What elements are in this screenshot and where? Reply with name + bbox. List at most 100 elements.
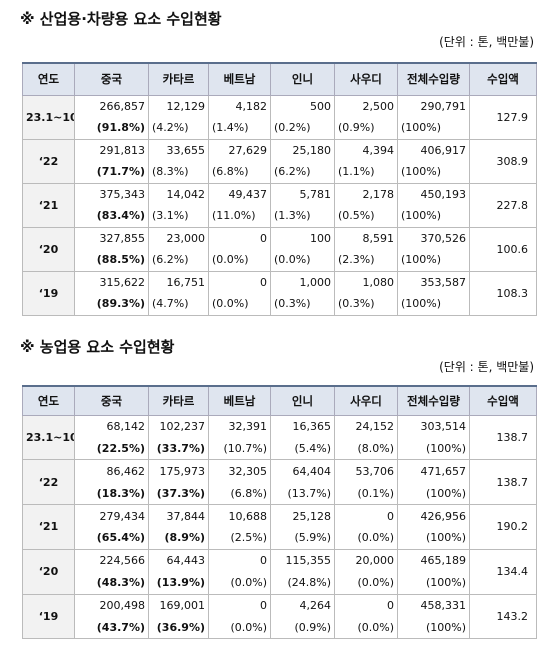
share-cell: (2.3%) xyxy=(334,249,398,272)
share-cell: (8.3%) xyxy=(148,161,209,184)
header-cell: 인니 xyxy=(270,385,335,416)
share-cell: (0.3%) xyxy=(334,293,398,316)
unit: (단위 : 톤, 백만불) xyxy=(439,360,534,374)
amount-cell: 138.7 xyxy=(469,459,537,506)
share-cell: (100%) xyxy=(397,616,470,640)
share-cell: (100%) xyxy=(397,482,470,506)
value-cell: 4,264 xyxy=(270,594,335,617)
value-cell: 0 xyxy=(208,549,271,572)
share-row: (43.7%) (36.9%) (0.0%) (0.9%) (0.0%) (100%) xyxy=(23,616,537,640)
header-cell: 베트남 xyxy=(208,385,271,416)
share-cell: (2.5%) xyxy=(208,526,271,550)
share-cell: (37.3%) xyxy=(148,482,209,506)
value-cell: 100 xyxy=(270,227,335,249)
share-cell: (0.5%) xyxy=(334,205,398,228)
data-row: ‘19 315,622 16,751 0 1,000 1,080 353,587 108.3 xyxy=(22,271,537,316)
header-cell: 수입액 xyxy=(469,385,537,416)
share-cell: (89.3%) xyxy=(74,293,149,316)
value-cell: 375,343 xyxy=(74,183,149,205)
value-cell: 471,657 xyxy=(397,459,470,483)
data-row: ‘19 200,498 169,001 0 4,264 0 458,331 143.2 xyxy=(22,594,537,640)
header-cell: 중국 xyxy=(74,62,149,96)
share-cell: (1.3%) xyxy=(270,205,335,228)
share-cell: (100%) xyxy=(397,205,470,228)
share-cell: (8.9%) xyxy=(148,526,209,550)
value-cell: 24,152 xyxy=(334,415,398,438)
share-cell: (0.0%) xyxy=(208,571,271,595)
value-cell: 1,080 xyxy=(334,271,398,293)
share-cell: (0.2%) xyxy=(270,117,335,140)
value-cell: 2,178 xyxy=(334,183,398,205)
share-cell: (3.1%) xyxy=(148,205,209,228)
header-cell: 연도 xyxy=(22,385,75,416)
value-cell: 37,844 xyxy=(148,504,209,527)
share-cell: (1.1%) xyxy=(334,161,398,184)
value-cell: 25,128 xyxy=(270,504,335,527)
share-cell: (0.0%) xyxy=(208,249,271,272)
data-row: 23.1~10 266,857 12,129 4,182 500 2,500 290,791… xyxy=(22,95,537,140)
value-cell: 64,404 xyxy=(270,459,335,483)
data-row: ‘21 279,434 37,844 10,688 25,128 0 426,956 190.… xyxy=(22,504,537,550)
header-cell: 연도 xyxy=(22,62,75,96)
value-cell: 0 xyxy=(334,504,398,527)
value-cell: 0 xyxy=(208,594,271,617)
share-cell: (65.4%) xyxy=(74,526,149,550)
title: ※ 농업용 요소 수입현황 xyxy=(20,338,175,356)
share-cell: (48.3%) xyxy=(74,571,149,595)
share-cell: (100%) xyxy=(397,571,470,595)
year-cell: 23.1~10 xyxy=(22,95,75,140)
value-cell: 12,129 xyxy=(148,95,209,117)
table: 연도 중국 카타르 베트남 인니 사우디 전체수입량 수입액 23.1~10 68,142 102,… xyxy=(22,385,537,640)
amount-cell: 143.2 xyxy=(469,594,537,640)
header-cell: 베트남 xyxy=(208,62,271,96)
header-cell: 중국 xyxy=(74,385,149,416)
share-cell: (22.5%) xyxy=(74,437,149,461)
share-row: (89.3%) (4.7%) (0.0%) (0.3%) (0.3%) (100%) xyxy=(23,293,537,316)
year-cell: ‘20 xyxy=(22,549,75,595)
year-cell: ‘20 xyxy=(22,227,75,272)
year-cell: ‘21 xyxy=(22,504,75,550)
value-cell: 33,655 xyxy=(148,139,209,161)
value-cell: 0 xyxy=(334,594,398,617)
share-cell: (100%) xyxy=(397,437,470,461)
value-cell: 32,305 xyxy=(208,459,271,483)
share-cell: (33.7%) xyxy=(148,437,209,461)
share-cell: (0.3%) xyxy=(270,293,335,316)
share-row: (83.4%) (3.1%) (11.0%) (1.3%) (0.5%) (100%) xyxy=(23,205,537,228)
share-row: (71.7%) (8.3%) (6.8%) (6.2%) (1.1%) (100%) xyxy=(23,161,537,184)
value-cell: 64,443 xyxy=(148,549,209,572)
share-cell: (6.2%) xyxy=(148,249,209,272)
value-cell: 290,791 xyxy=(397,95,470,117)
data-row: 23.1~10 68,142 102,237 32,391 16,365 24,152 30… xyxy=(22,415,537,461)
amount-cell: 227.8 xyxy=(469,183,537,228)
share-cell: (11.0%) xyxy=(208,205,271,228)
amount-cell: 308.9 xyxy=(469,139,537,184)
data-row: ‘22 86,462 175,973 32,305 64,404 53,706 471,65… xyxy=(22,459,537,506)
header-row: 연도 중국 카타르 베트남 인니 사우디 전체수입량 수입액 xyxy=(22,62,537,96)
share-row: (65.4%) (8.9%) (2.5%) (5.9%) (0.0%) (100%) xyxy=(23,526,537,550)
share-row: (48.3%) (13.9%) (0.0%) (24.8%) (0.0%) (100%) xyxy=(23,571,537,595)
header-cell: 전체수입량 xyxy=(397,385,470,416)
value-cell: 68,142 xyxy=(74,415,149,438)
value-cell: 102,237 xyxy=(148,415,209,438)
share-cell: (8.0%) xyxy=(334,437,398,461)
value-cell: 500 xyxy=(270,95,335,117)
header-cell: 사우디 xyxy=(334,385,398,416)
value-cell: 14,042 xyxy=(148,183,209,205)
value-cell: 16,365 xyxy=(270,415,335,438)
amount-cell: 134.4 xyxy=(469,549,537,595)
value-cell: 266,857 xyxy=(74,95,149,117)
share-cell: (100%) xyxy=(397,293,470,316)
share-cell: (6.2%) xyxy=(270,161,335,184)
value-cell: 10,688 xyxy=(208,504,271,527)
share-cell: (13.7%) xyxy=(270,482,335,506)
amount-cell: 138.7 xyxy=(469,415,537,461)
value-cell: 465,189 xyxy=(397,549,470,572)
header-cell: 수입액 xyxy=(469,62,537,96)
year-cell: ‘22 xyxy=(22,139,75,184)
header-cell: 인니 xyxy=(270,62,335,96)
share-cell: (0.1%) xyxy=(334,482,398,506)
value-cell: 32,391 xyxy=(208,415,271,438)
share-cell: (1.4%) xyxy=(208,117,271,140)
